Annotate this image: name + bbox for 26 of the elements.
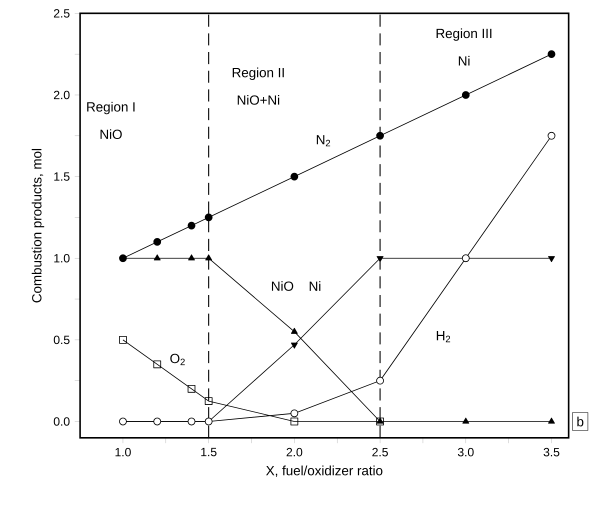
y-tick-label: 1.0: [54, 254, 70, 263]
y-tick-label: 0.5: [54, 336, 70, 344]
series-label: O$_{2}$: [170, 354, 185, 366]
annotation: NiO: [100, 129, 122, 140]
x-tick-label: 3.5: [544, 448, 560, 457]
y-tick-label: 2.5: [54, 9, 70, 18]
series-label: H$_{2}$: [436, 331, 450, 342]
series-label: N$_{2}$: [316, 135, 330, 147]
x-tick-label: 2.0: [286, 448, 302, 457]
y-tick-label: 0.0: [54, 417, 70, 426]
text: b: [577, 416, 584, 427]
y-tick-label: 2.0: [54, 90, 70, 100]
annotation: Region I: [87, 102, 135, 114]
x-tick-label: 1.5: [201, 448, 217, 456]
x-tick-label: 3.0: [458, 448, 474, 457]
y-tick-label: 1.5: [54, 172, 70, 182]
y-axis-title: Combustion products, mol: [32, 149, 44, 303]
series-label: NiO: [272, 281, 294, 292]
annotation: Region III: [436, 28, 492, 42]
x-axis-title: X, fuel/oxidizer ratio: [266, 466, 382, 478]
annotation: NiO+Ni: [238, 95, 280, 105]
x-tick-label: 1.0: [116, 448, 131, 457]
annotation: Ni: [458, 56, 470, 66]
x-tick-label: 2.5: [372, 448, 388, 457]
annotation: Region II: [232, 68, 284, 80]
series-label: Ni: [310, 281, 320, 292]
